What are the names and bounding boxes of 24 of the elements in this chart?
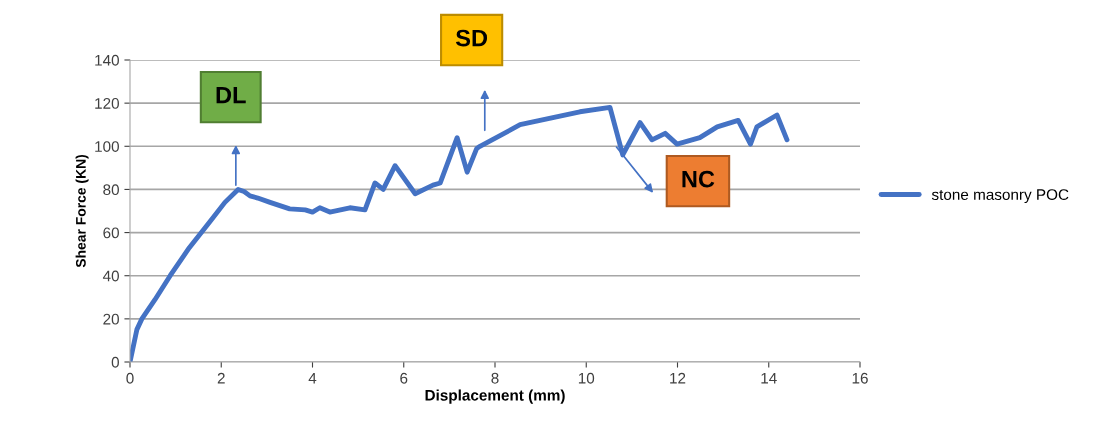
x-axis-title: Displacement (mm)	[425, 389, 565, 404]
x-tick-label: 0	[126, 372, 134, 384]
y-tick-label: 20	[103, 313, 119, 325]
x-tick-label: 12	[670, 372, 686, 384]
y-tick-label: 120	[95, 98, 119, 109]
annotation: NC	[682, 170, 715, 188]
text: SD	[455, 29, 488, 47]
x-tick-label: 16	[852, 372, 868, 384]
y-tick-label: 60	[103, 227, 119, 239]
y-tick-label: 0	[111, 356, 119, 368]
annotation: DL	[216, 87, 246, 104]
y-tick-label: 140	[95, 54, 119, 66]
y-tick-label: 40	[102, 270, 119, 282]
y-axis-title: Shear Force (KN)	[75, 154, 89, 268]
x-tick-label: 14	[761, 372, 777, 384]
line-series	[130, 105, 790, 362]
x-tick-label: 8	[491, 372, 499, 384]
x-tick-label: 10	[578, 372, 595, 384]
y-tick-label: 100	[95, 141, 119, 152]
legend-label: stone masonry POC	[931, 189, 1069, 204]
x-tick-label: 6	[400, 372, 408, 384]
x-tick-label: 4	[308, 372, 317, 384]
y-tick-label: 80	[103, 184, 119, 196]
x-tick-label: 2	[217, 372, 225, 384]
